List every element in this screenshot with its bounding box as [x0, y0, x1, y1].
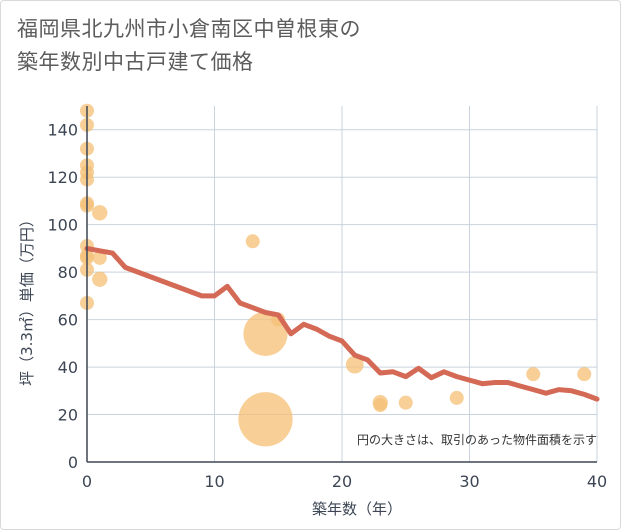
- tick-labels: 0 10 20 30 40 0 20 40 60 80 100 120 140: [47, 121, 607, 491]
- chart-title-line-2: 築年数別中古戸建て価格: [17, 50, 254, 74]
- trend-line: [84, 245, 600, 402]
- x-tick-label: 40: [587, 472, 607, 491]
- x-tick-label: 10: [204, 472, 224, 491]
- data-point: [345, 355, 364, 374]
- data-point: [526, 367, 541, 382]
- data-point: [92, 205, 108, 221]
- y-tick-label: 0: [68, 453, 78, 472]
- chart-title: 福岡県北九州市小倉南区中曽根東の 築年数別中古戸建て価格: [17, 13, 537, 79]
- chart-title-line-1: 福岡県北九州市小倉南区中曽根東の: [17, 17, 361, 41]
- y-tick-label: 40: [58, 358, 78, 377]
- axes: [86, 106, 597, 463]
- data-point: [245, 234, 260, 249]
- x-tick-label: 30: [459, 472, 479, 491]
- data-point: [373, 398, 388, 413]
- grid-lines: [87, 106, 598, 462]
- y-tick-label: 80: [58, 263, 78, 282]
- y-tick-label: 20: [58, 406, 78, 425]
- data-points: [80, 103, 592, 447]
- x-axis-label: 築年数（年）: [312, 500, 402, 518]
- data-point: [577, 367, 592, 382]
- data-point: [92, 250, 107, 265]
- data-point: [398, 395, 413, 410]
- trend-line-group: [84, 245, 600, 402]
- y-tick-label: 60: [58, 311, 78, 330]
- x-tick-label: 0: [82, 472, 92, 491]
- y-axis-label: 坪（3.3㎡）単価（万円）: [18, 212, 36, 386]
- x-tick-label: 20: [332, 472, 352, 491]
- data-point: [92, 271, 108, 287]
- data-point: [449, 390, 464, 405]
- y-tick-label: 100: [47, 216, 78, 235]
- data-point: [238, 392, 293, 447]
- y-tick-label: 140: [47, 121, 78, 140]
- size-legend-note: 円の大きさは、取引のあった物件面積を示す: [357, 432, 597, 447]
- y-tick-label: 120: [47, 168, 78, 187]
